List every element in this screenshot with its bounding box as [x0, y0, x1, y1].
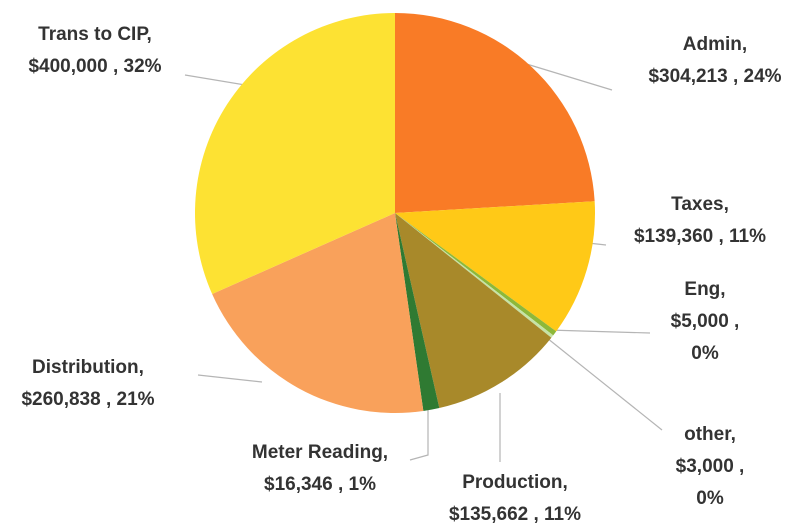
value-label: $139,360 , 11% — [633, 226, 767, 247]
slice-label: Production, $135,662 , 11% — [415, 467, 615, 531]
slice-label: other, $3,000 , 0% — [660, 419, 760, 515]
slice-label: Meter Reading, $16,346 , 1% — [220, 437, 420, 501]
slice-label: Trans to CIP, $400,000 , 32% — [0, 19, 195, 83]
leader-line — [547, 329, 651, 334]
value-label: $304,213 , 24% — [648, 66, 782, 87]
pie-slice — [395, 213, 552, 409]
slice-label: Eng, $5,000 , 0% — [655, 274, 755, 370]
leader-line — [409, 408, 429, 461]
category-name: Admin, — [682, 34, 748, 55]
category-name: Meter Reading, — [251, 442, 389, 463]
pie-slice — [212, 213, 424, 413]
category-name: Taxes, — [671, 194, 729, 215]
slice-label: Taxes, $139,360 , 11% — [600, 189, 800, 253]
value-label: $16,346 , 1% — [264, 474, 376, 495]
value-label: $260,838 , 21% — [21, 389, 155, 410]
pie-slice — [395, 213, 557, 336]
category-name: Distribution, — [32, 357, 144, 378]
slice-label: Distribution, $260,838 , 21% — [0, 352, 188, 416]
pie-slice — [395, 13, 595, 213]
category-name: Eng, — [684, 279, 726, 300]
slice-label: Admin, $304,213 , 24% — [615, 29, 811, 93]
value-label: $135,662 , 11% — [448, 504, 582, 525]
leader-lines — [184, 61, 663, 462]
slices — [194, 13, 595, 413]
value-label: $5,000 , 0% — [670, 311, 740, 364]
leader-line — [197, 374, 263, 383]
value-label: $400,000 , 32% — [28, 56, 162, 77]
pie-slice — [395, 213, 440, 411]
pie-slice — [194, 13, 395, 294]
category-name: Trans to CIP, — [38, 24, 152, 45]
category-name: other, — [684, 424, 736, 445]
leader-line — [519, 61, 613, 91]
value-label: $3,000 , 0% — [675, 456, 745, 509]
pie-slice — [395, 201, 595, 332]
category-name: Production, — [462, 472, 568, 493]
leader-line — [546, 337, 663, 431]
pie-slice — [395, 213, 554, 338]
